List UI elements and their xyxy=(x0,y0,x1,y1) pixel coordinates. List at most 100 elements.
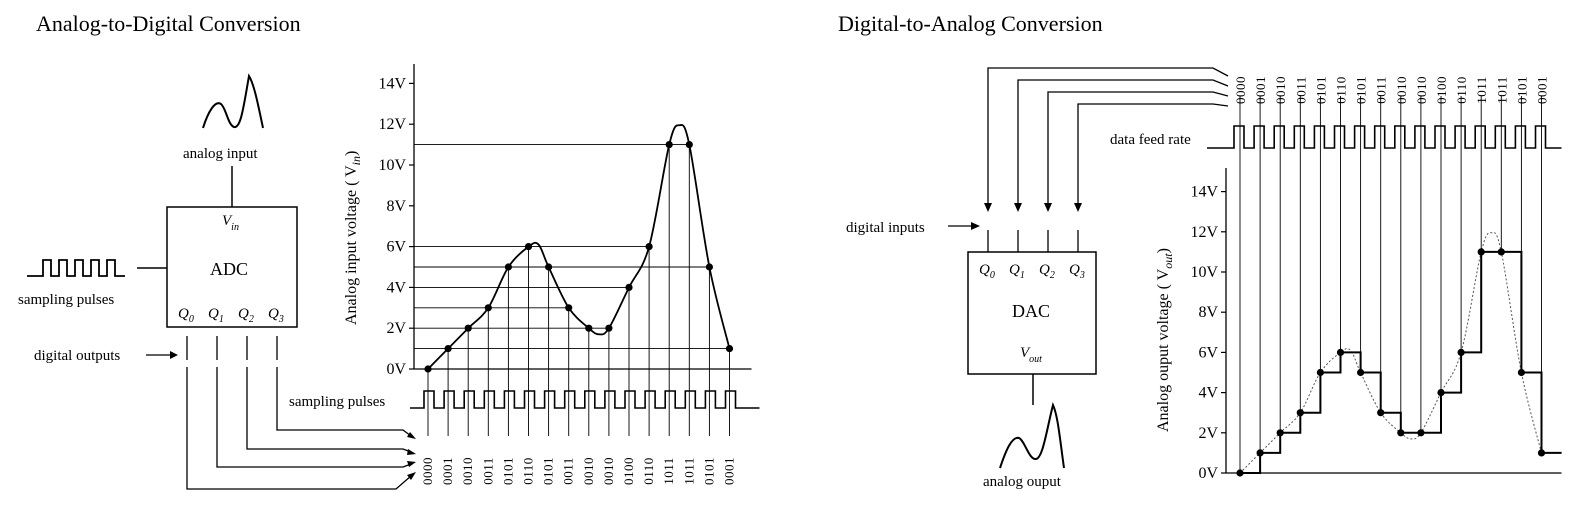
adc-y-tick-label: 2V xyxy=(386,320,406,337)
dac-q1-label: Q1 xyxy=(1009,262,1025,281)
dac-code-label: 0110 xyxy=(1334,76,1349,104)
adc-y-tick-label: 14V xyxy=(378,75,406,92)
dac-sample-point xyxy=(1316,368,1324,377)
dac-y-tick-label: 4V xyxy=(1198,385,1218,402)
dac-sample-point xyxy=(1457,348,1465,356)
adc-sample-point xyxy=(565,304,573,312)
dac-sample-point xyxy=(1497,248,1505,256)
digital-inputs-label: digital inputs xyxy=(846,220,925,236)
adc-code-label: 0110 xyxy=(521,457,536,485)
adc-q3-label: Q3 xyxy=(268,306,284,325)
analog-output-label: analog ouput xyxy=(983,474,1062,490)
adc-code-label: 0101 xyxy=(541,457,556,485)
dac-sample-point xyxy=(1377,409,1385,417)
dac-code-label: 0001 xyxy=(1253,76,1268,104)
adc-code-label: 0100 xyxy=(621,457,636,485)
adc-chart: 0V 2V 4V 6V 8V 10V 12V 14V 0000 0001 0010 0011 0101… xyxy=(378,64,760,485)
dac-box xyxy=(967,251,1097,375)
dac-box-label: DAC xyxy=(1012,301,1050,321)
dac-sample-point xyxy=(1357,368,1365,377)
dac-code-label: 1011 xyxy=(1474,76,1489,104)
sampling-pulses-label: sampling pulses xyxy=(18,292,114,308)
dac-code-label: 0101 xyxy=(1354,76,1369,104)
dac-y-tick-label: 12V xyxy=(1190,224,1218,241)
dac-sample-point xyxy=(1397,429,1405,437)
analog-input-wave-icon xyxy=(202,73,264,129)
adc-y-axis-label: Analog input voltage ( Vin) xyxy=(343,151,363,325)
adc-code-label: 0010 xyxy=(460,457,475,485)
dac-y-tick-label: 6V xyxy=(1198,344,1218,361)
dac-y-axis-label: Analog ouput voltage ( Vout) xyxy=(1155,248,1175,432)
dac-sample-point xyxy=(1537,449,1546,457)
dac-sample-point xyxy=(1417,429,1425,437)
analog-input-label: analog input xyxy=(183,146,258,162)
adc-sample-point xyxy=(625,283,633,291)
dac-sample-point xyxy=(1437,389,1445,397)
adc-sample-point xyxy=(524,243,533,251)
dac-sample-point xyxy=(1477,248,1485,256)
dac-y-tick-label: 2V xyxy=(1198,425,1218,442)
adc-code-label: 0001 xyxy=(722,457,737,485)
dac-y-tick-label: 14V xyxy=(1190,184,1218,201)
adc-title: Analog-to-Digital Conversion xyxy=(36,11,301,36)
dac-vout-label: Vout xyxy=(1020,345,1042,365)
dac-sample-point xyxy=(1336,348,1345,356)
adc-code-label: 1011 xyxy=(681,457,696,485)
adc-y-tick-label: 6V xyxy=(386,239,406,256)
adc-sample-point xyxy=(725,345,734,353)
adc-box-label: ADC xyxy=(210,259,248,279)
adc-sampling-pulse-train xyxy=(410,390,760,409)
adc-y-tick-label: 8V xyxy=(386,198,406,215)
dac-code-label: 0000 xyxy=(1233,76,1248,104)
adc-sample-point xyxy=(705,263,714,271)
adc-code-label: 0001 xyxy=(440,457,455,485)
adc-q1-label: Q1 xyxy=(208,306,224,325)
adc-y-tick-label: 12V xyxy=(378,116,406,133)
dac-input-wires xyxy=(987,67,1229,205)
dac-input-labels: Q0 Q1 Q2 Q3 xyxy=(979,262,1085,281)
adc-box xyxy=(166,206,298,328)
adc-output-wires xyxy=(186,336,412,490)
adc-code-label: 0101 xyxy=(500,457,515,485)
adc-sampling-pulses-label: sampling pulses xyxy=(289,394,385,410)
dac-code-label: 0100 xyxy=(1434,76,1449,104)
dac-sample-point xyxy=(1517,368,1525,377)
adc-y-tick-label: 10V xyxy=(378,157,406,174)
digital-outputs-label: digital outputs xyxy=(34,348,120,364)
adc-code-label: 0110 xyxy=(641,457,656,485)
dac-y-tick-label: 8V xyxy=(1198,304,1218,321)
adc-q2-label: Q2 xyxy=(238,306,254,325)
adc-sample-point xyxy=(585,324,593,332)
adc-output-labels: Q0 Q1 Q2 Q3 xyxy=(178,306,284,325)
dac-code-label: 0110 xyxy=(1454,76,1469,104)
adc-code-label: 0010 xyxy=(601,457,616,485)
dac-ideal-curve xyxy=(1239,232,1542,474)
adc-sample-point xyxy=(665,141,673,149)
dac-sample-point xyxy=(1236,469,1244,477)
analog-output-wave-icon xyxy=(999,402,1065,469)
adc-sample-point xyxy=(504,263,512,271)
adc-y-tick-label: 4V xyxy=(386,279,406,296)
dac-y-tick-label: 0V xyxy=(1198,465,1218,482)
adc-sample-point xyxy=(685,141,693,149)
dac-q3-label: Q3 xyxy=(1069,262,1085,281)
adc-sample-point xyxy=(484,304,492,312)
dac-code-label: 0010 xyxy=(1394,76,1409,104)
adc-code-label: 0011 xyxy=(480,457,495,485)
dac-y-tick-label: 10V xyxy=(1190,264,1218,281)
dac-sample-point xyxy=(1256,449,1264,457)
dac-code-label: 0011 xyxy=(1293,76,1308,104)
sampling-pulses-wave-icon xyxy=(27,259,125,277)
adc-sample-point xyxy=(645,243,653,251)
dac-code-label: 0101 xyxy=(1313,76,1328,104)
dac-q0-label: Q0 xyxy=(979,262,995,281)
adc-code-label: 0000 xyxy=(420,457,435,485)
data-feed-rate-label: data feed rate xyxy=(1110,132,1191,148)
adc-code-label: 1011 xyxy=(661,457,676,485)
adc-code-label: 0101 xyxy=(701,457,716,485)
adc-sample-point xyxy=(545,263,553,271)
adc-code-label: 0010 xyxy=(581,457,596,485)
adc-code-label: 0011 xyxy=(561,457,576,485)
adc-sample-point xyxy=(605,324,613,332)
